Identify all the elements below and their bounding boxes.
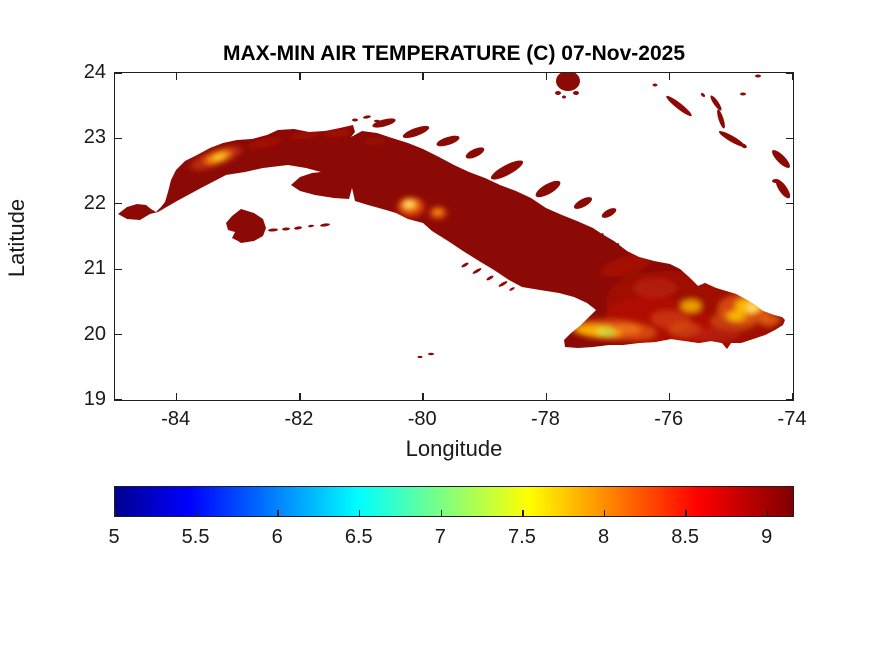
colorbar-tick-label: 5.5 <box>181 526 210 548</box>
axis-tick-mark <box>422 393 424 400</box>
colorbar-tick-mark <box>522 510 524 516</box>
colorbar-tick-mark <box>603 510 606 516</box>
axis-tick-mark <box>669 73 671 80</box>
axis-tick-mark <box>115 399 122 401</box>
x-tick-label: -80 <box>407 408 437 430</box>
y-axis-label: Latitude <box>4 198 29 278</box>
axis-tick-mark <box>786 399 793 401</box>
axis-tick-mark <box>792 393 794 400</box>
colorbar-tick-mark <box>767 510 769 516</box>
axis-tick-mark <box>786 137 793 140</box>
colorbar-tick-label: 8 <box>597 526 610 548</box>
colorbar-tick-label: 5 <box>108 526 120 548</box>
colorbar-tick-mark <box>114 510 116 516</box>
y-tick-label: 23 <box>83 126 106 149</box>
axis-tick-mark <box>115 203 122 205</box>
colorbar-gradient <box>115 487 793 516</box>
y-tick-label: 22 <box>83 191 106 214</box>
small-islands-and-cays <box>256 73 791 359</box>
axis-tick-mark <box>422 73 424 80</box>
axis-tick-mark <box>786 268 793 270</box>
axis-tick-mark <box>175 73 178 80</box>
axis-tick-mark <box>786 203 793 205</box>
y-tick-label: 20 <box>83 322 106 345</box>
x-axis-label: Longitude <box>405 436 503 461</box>
axis-tick-mark <box>545 73 548 80</box>
x-tick-label: -74 <box>777 408 807 430</box>
x-tick-label: -78 <box>531 408 560 430</box>
colorbar-tick-label: 7 <box>434 526 446 548</box>
colorbar-tick-label: 8.5 <box>671 526 700 548</box>
y-tick-label: 24 <box>83 61 106 83</box>
y-tick-label: 19 <box>83 388 106 410</box>
axis-tick-mark <box>115 268 122 270</box>
colorbar-tick-label: 7.5 <box>508 526 536 548</box>
colorbar-tick-mark <box>685 510 687 516</box>
isla-de-la-juventud <box>226 209 266 243</box>
chart-title: MAX-MIN AIR TEMPERATURE (C) 07-Nov-2025 <box>222 42 686 65</box>
colorbar-tick-mark <box>277 510 279 516</box>
colorbar-tick-label: 6 <box>271 526 283 548</box>
axis-tick-mark <box>299 73 301 80</box>
map-plot-area <box>114 72 794 401</box>
axis-tick-mark <box>786 333 793 336</box>
y-tick-labels: 24 23 22 21 20 19 <box>58 61 106 410</box>
axis-tick-mark <box>175 393 178 400</box>
axis-tick-mark <box>786 72 793 74</box>
colorbar-tick-label: 9 <box>761 526 773 548</box>
axis-tick-mark <box>545 393 548 400</box>
x-tick-label: -82 <box>284 408 314 430</box>
y-tick-label: 21 <box>83 257 106 280</box>
colorbar-tick-mark <box>359 510 361 516</box>
colorbar-tick-mark <box>440 510 443 516</box>
cuba-temperature-map <box>118 73 791 359</box>
x-tick-label: -76 <box>654 408 684 430</box>
colorbar-tick-mark <box>195 510 198 516</box>
colorbar-tick-label: 6.5 <box>344 526 373 548</box>
x-tick-label: -84 <box>161 408 191 430</box>
axis-tick-mark <box>115 333 122 336</box>
axis-tick-mark <box>792 73 794 80</box>
axis-tick-mark <box>115 72 122 74</box>
colorbar-tick-labels: 5 5.5 6 6.5 7 7.5 8 8.5 9 <box>108 526 794 552</box>
axis-tick-mark <box>115 137 122 140</box>
axis-tick-mark <box>669 393 671 400</box>
colorbar <box>114 486 794 517</box>
axis-tick-mark <box>299 393 301 400</box>
x-tick-labels: -84 -82 -80 -78 -76 -74 <box>114 408 806 434</box>
